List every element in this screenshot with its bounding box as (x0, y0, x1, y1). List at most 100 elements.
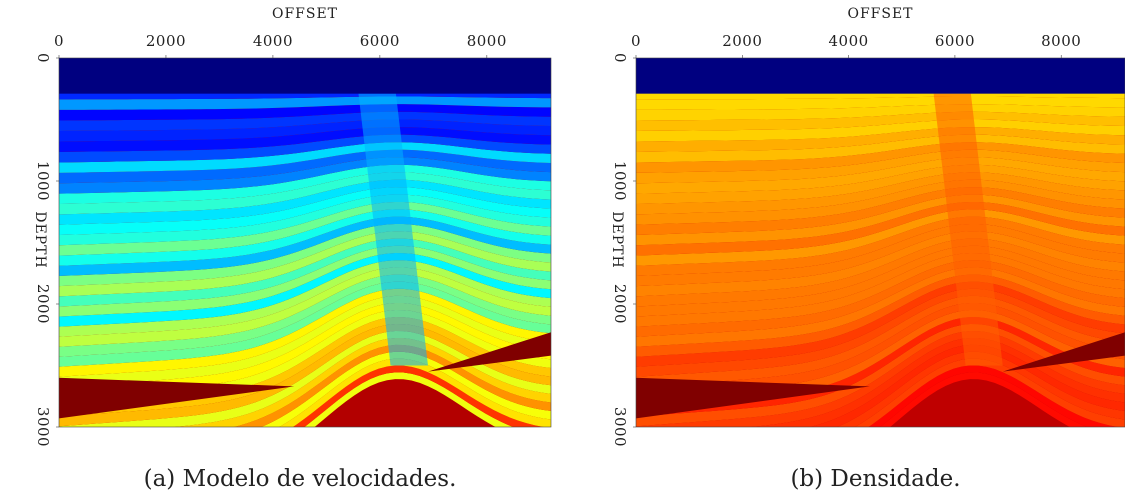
wedge (59, 377, 295, 419)
layer (59, 209, 551, 266)
layer (59, 330, 551, 427)
image (636, 58, 1125, 427)
layer (636, 119, 1125, 142)
layer (59, 238, 551, 307)
layer (837, 351, 1125, 427)
layer (59, 274, 551, 357)
y-tick-label: 3000 (34, 407, 52, 447)
layer (636, 324, 1125, 427)
layer (636, 260, 1125, 337)
layer (279, 358, 551, 427)
y-tick-label: 3000 (611, 407, 629, 447)
layer (304, 372, 514, 427)
caption: (b) Densidade. (790, 466, 960, 492)
layer (636, 317, 1125, 417)
layer (59, 216, 551, 276)
x-axis-title: OFFSET (272, 6, 338, 22)
layer (636, 253, 1125, 327)
layer (59, 149, 551, 184)
layer (810, 344, 1125, 427)
wedge (636, 377, 870, 419)
layer (636, 238, 1125, 307)
layer (59, 179, 551, 225)
layer (636, 194, 1125, 246)
panel: OFFSET DEPTH 0 2000 4000 6000 8000 0 1000 2000 300… (32, 6, 552, 492)
layer (636, 142, 1125, 173)
caption: (a) Modelo de velocidades. (144, 466, 457, 492)
y-tick-label: 1000 (34, 161, 52, 201)
layer (59, 288, 551, 377)
layer (292, 365, 545, 427)
layer (174, 337, 551, 427)
layer (59, 201, 551, 256)
layer (636, 245, 1125, 317)
layer (59, 187, 551, 236)
layer (59, 194, 551, 246)
layer (636, 157, 1125, 194)
layer (59, 223, 551, 287)
layer (59, 231, 551, 297)
x-tick-label: 8000 (467, 32, 507, 50)
layer (59, 111, 551, 132)
layer (59, 96, 551, 110)
y-tick-label: 2000 (611, 284, 629, 324)
x-tick-label: 0 (54, 32, 64, 50)
plot-frame (635, 57, 1125, 428)
layer (636, 302, 1125, 397)
x-tick-label: 2000 (722, 32, 762, 50)
layer (636, 149, 1125, 184)
layer (59, 310, 551, 407)
layer (636, 164, 1125, 205)
layer (636, 216, 1125, 276)
plot-frame (58, 57, 552, 428)
x-tick-label: 4000 (253, 32, 293, 50)
y-tick-label: 1000 (611, 161, 629, 201)
x-tick-label: 4000 (829, 32, 869, 50)
layer (868, 365, 1119, 427)
x-tick-label: 0 (631, 32, 641, 50)
layer (636, 267, 1125, 347)
water-layer (59, 58, 551, 94)
layer (636, 104, 1125, 121)
layer (636, 295, 1125, 387)
panel: OFFSET DEPTH 0 2000 4000 6000 8000 0 1000 2000 300… (609, 6, 1125, 492)
layer (879, 372, 1088, 427)
layer (636, 231, 1125, 297)
x-tick-label: 8000 (1041, 32, 1081, 50)
fault (933, 93, 1003, 366)
layer (59, 317, 551, 417)
layer (59, 281, 551, 367)
layer (636, 172, 1125, 215)
layer (59, 127, 551, 152)
layer (636, 134, 1125, 163)
water-layer (636, 58, 1125, 94)
layer (59, 164, 551, 205)
layer (59, 134, 551, 163)
y-axis-title: DEPTH (609, 211, 625, 268)
layer (59, 172, 551, 215)
layer (59, 157, 551, 194)
layer (59, 142, 551, 173)
layer (636, 96, 1125, 110)
wedge (1002, 332, 1125, 372)
layer (59, 324, 551, 427)
layer (750, 337, 1125, 427)
x-tick-label: 6000 (935, 32, 975, 50)
layer (59, 295, 551, 387)
layer (59, 267, 551, 347)
wedge (428, 332, 551, 372)
layer (261, 351, 551, 427)
y-axis-title: DEPTH (32, 211, 48, 268)
layer (59, 104, 551, 121)
layer (234, 344, 551, 427)
y-tick-label: 0 (611, 53, 629, 63)
layer (636, 330, 1125, 427)
layer (854, 358, 1125, 427)
layer (636, 127, 1125, 152)
x-tick-label: 6000 (360, 32, 400, 50)
layer (59, 260, 551, 337)
layer (636, 187, 1125, 236)
x-axis-title: OFFSET (847, 6, 913, 22)
